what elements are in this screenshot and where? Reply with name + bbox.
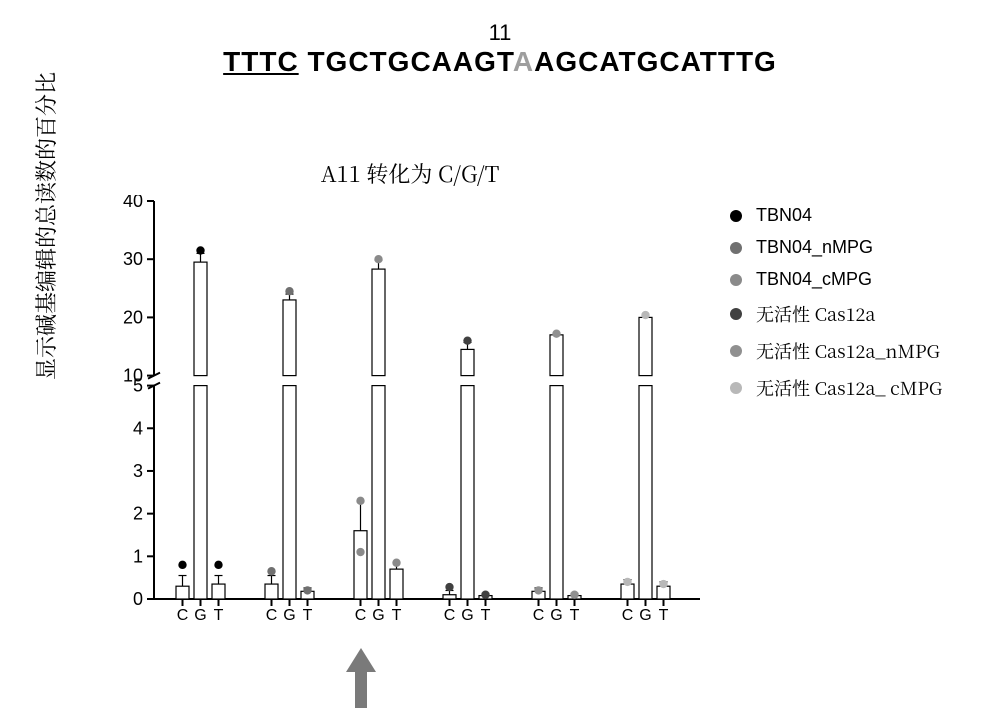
svg-text:10: 10 <box>123 366 143 386</box>
svg-text:T: T <box>392 607 402 623</box>
edited-base: A <box>513 46 534 77</box>
legend-item: TBN04_nMPG <box>730 237 942 258</box>
svg-text:G: G <box>283 607 295 623</box>
sequence-header: 11 TTTC TGCTGCAAGTAAGCATGCATTTG <box>0 20 1000 78</box>
svg-text:T: T <box>214 607 224 623</box>
svg-text:C: C <box>444 607 456 623</box>
svg-text:4: 4 <box>133 418 143 438</box>
svg-text:C: C <box>177 607 189 623</box>
svg-text:G: G <box>461 607 473 623</box>
svg-text:T: T <box>659 607 669 623</box>
svg-text:T: T <box>570 607 580 623</box>
svg-text:3: 3 <box>133 461 143 481</box>
legend-item: 无活性 Cas12a_nMPG <box>730 338 942 364</box>
legend-dot-icon <box>730 274 742 286</box>
svg-text:C: C <box>266 607 278 623</box>
legend-item: 无活性 Cas12a <box>730 301 942 327</box>
svg-text:T: T <box>481 607 491 623</box>
legend-dot-icon <box>730 345 742 357</box>
svg-text:T: T <box>303 607 313 623</box>
legend-label: TBN04 <box>756 205 812 226</box>
svg-text:C: C <box>622 607 634 623</box>
legend: TBN04 TBN04_nMPG TBN04_cMPG 无活性 Cas12a 无活性 C… <box>730 205 942 412</box>
svg-text:G: G <box>372 607 384 623</box>
position-label: 11 <box>0 20 1000 46</box>
svg-text:1: 1 <box>133 546 143 566</box>
svg-text:40: 40 <box>123 195 143 211</box>
legend-label: 无活性 Cas12a <box>756 301 875 327</box>
legend-dot-icon <box>730 382 742 394</box>
sequence-text: TTTC TGCTGCAAGTAAGCATGCATTTG <box>0 46 1000 78</box>
svg-text:20: 20 <box>123 307 143 327</box>
svg-text:2: 2 <box>133 504 143 524</box>
svg-text:30: 30 <box>123 249 143 269</box>
chart-plot: 01234510203040CGTCGTCGTCGTCGTCGT <box>110 195 700 623</box>
arrow-icon <box>344 648 378 708</box>
legend-item: TBN04_cMPG <box>730 269 942 290</box>
legend-label: 无活性 Cas12a_nMPG <box>756 338 940 364</box>
y-axis-label: 显示碱基编辑的总读数的百分比 <box>30 72 61 380</box>
chart-title: A11 转化为 C/G/T <box>0 158 910 189</box>
svg-text:G: G <box>639 607 651 623</box>
legend-label: TBN04_nMPG <box>756 237 873 258</box>
legend-label: TBN04_cMPG <box>756 269 872 290</box>
legend-item: TBN04 <box>730 205 942 226</box>
svg-text:G: G <box>194 607 206 623</box>
legend-dot-icon <box>730 308 742 320</box>
svg-text:C: C <box>355 607 367 623</box>
legend-dot-icon <box>730 242 742 254</box>
pam-underline: TTTC <box>223 46 299 77</box>
svg-text:G: G <box>550 607 562 623</box>
chart-svg: 01234510203040CGTCGTCGTCGTCGTCGT <box>110 195 700 623</box>
legend-dot-icon <box>730 210 742 222</box>
svg-text:0: 0 <box>133 589 143 609</box>
legend-item: 无活性 Cas12a_ cMPG <box>730 375 942 401</box>
legend-label: 无活性 Cas12a_ cMPG <box>756 375 942 401</box>
svg-text:C: C <box>533 607 545 623</box>
